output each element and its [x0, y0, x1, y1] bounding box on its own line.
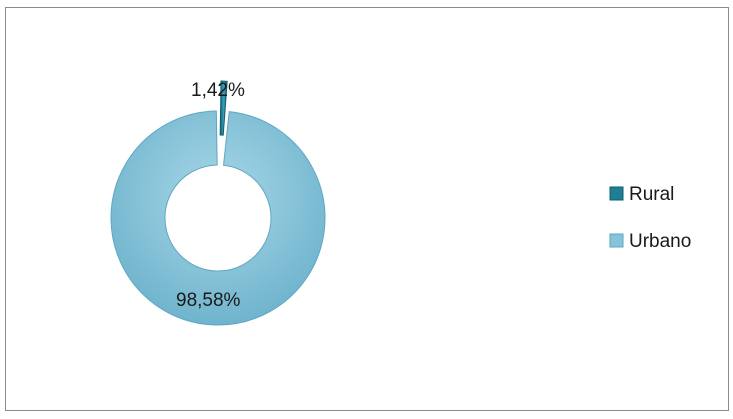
legend-swatch-urbano — [609, 233, 624, 248]
legend-label-urbano: Urbano — [629, 231, 691, 252]
legend: Rural Urbano — [609, 184, 691, 252]
slice-rural — [219, 80, 228, 136]
data-label-urbano: 98,58% — [176, 290, 241, 311]
legend-label-rural: Rural — [629, 184, 674, 205]
slice-urbano — [110, 110, 326, 326]
data-label-rural: 1,42% — [191, 80, 245, 101]
legend-swatch-rural — [609, 186, 624, 201]
slices-group — [110, 80, 326, 326]
